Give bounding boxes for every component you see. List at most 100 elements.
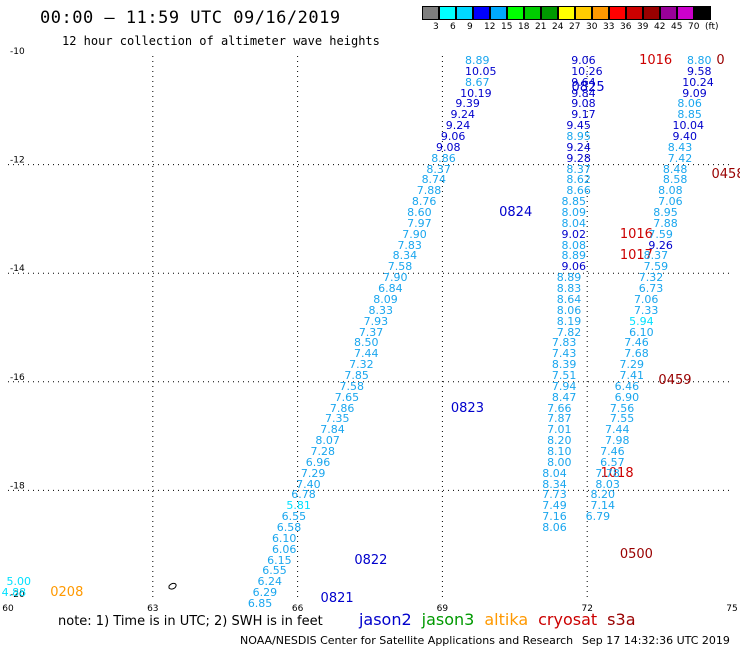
- x-tick-label: 63: [147, 604, 158, 614]
- wave-height-label: 9.28: [566, 151, 591, 165]
- wave-height-label: 10.24: [682, 75, 714, 89]
- wave-height-label: 9.17: [571, 108, 596, 122]
- wave-height-label: 8.34: [392, 249, 418, 263]
- wave-height-label: 8.95: [566, 130, 591, 144]
- colorbar-label: 18: [518, 22, 530, 32]
- wave-height-label: 7.59: [648, 227, 673, 241]
- colorbar-label: 3: [433, 22, 439, 32]
- pass-time-label: 0: [716, 53, 725, 68]
- y-tick-label: -20: [10, 590, 25, 600]
- x-tick-label: 69: [437, 604, 449, 614]
- colorbar-swatch: [643, 6, 660, 20]
- legend-s3a: s3a: [607, 610, 636, 629]
- pass-time-label: 1018: [600, 465, 634, 481]
- chart-subtitle: 12 hour collection of altimeter wave hei…: [62, 34, 380, 48]
- colorbar-label: 27: [569, 22, 581, 32]
- wave-height-label: 8.89: [465, 54, 490, 67]
- wave-height-label: 7.28: [310, 444, 336, 458]
- wave-height-label: 8.03: [595, 477, 620, 491]
- wave-height-label: 6.55: [281, 510, 307, 524]
- pass-time-label: 0822: [354, 552, 388, 568]
- wave-height-label: 6.24: [257, 575, 282, 589]
- wave-height-label: 8.04: [542, 466, 567, 480]
- x-tick-label: 75: [726, 604, 737, 614]
- colorbar-label: 12: [484, 22, 496, 32]
- wave-height-label: 7.83: [551, 336, 577, 350]
- wave-height-label: 8.39: [551, 358, 577, 372]
- colorbar-swatch: [490, 6, 507, 20]
- wave-height-label: 7.78: [595, 466, 620, 480]
- wave-height-label: 10.05: [465, 64, 497, 78]
- wave-height-label: 9.09: [682, 86, 707, 100]
- wave-height-label: 6.85: [247, 597, 273, 610]
- colorbar-swatch: [422, 6, 439, 20]
- colorbar-swatch: [575, 6, 592, 20]
- wave-height-label: 7.06: [633, 292, 659, 306]
- wave-height-label: 8.83: [556, 282, 582, 296]
- colorbar-label: 70: [688, 22, 700, 32]
- wave-height-label: 8.06: [542, 520, 567, 534]
- wave-height-label: 9.24: [445, 119, 471, 133]
- wave-height-label: 7.58: [339, 379, 365, 393]
- timestamp-text: Sep 17 14:32:36 UTC 2019: [582, 634, 730, 647]
- wave-height-label: 6.15: [267, 553, 292, 567]
- legend-jason3: jason3: [421, 610, 475, 629]
- colorbar-swatch: [626, 6, 643, 20]
- wave-height-label: 8.06: [556, 303, 582, 317]
- pass-time-label: 0459: [658, 373, 692, 389]
- x-tick-label: 66: [292, 604, 304, 614]
- wave-height-label: 8.60: [407, 206, 432, 220]
- wave-height-label: 8.58: [662, 173, 688, 187]
- wave-height-label: 7.93: [363, 314, 389, 328]
- wave-height-label: 7.65: [334, 390, 360, 404]
- wave-height-label: 9.40: [672, 130, 698, 144]
- wave-height-label: 6.96: [305, 455, 331, 469]
- wave-height-label: 7.14: [590, 499, 616, 513]
- colorbar-swatch: [609, 6, 626, 20]
- wave-height-label: 7.32: [349, 358, 374, 372]
- wave-height-label: 9.08: [436, 140, 461, 154]
- wave-height-label: 9.06: [561, 260, 587, 274]
- wave-height-label: 8.76: [411, 195, 437, 209]
- wave-height-label: 8.48: [662, 162, 688, 176]
- wave-height-label: 9.64: [571, 75, 596, 89]
- wave-height-label: 8.07: [315, 434, 340, 448]
- wave-height-label: 8.86: [431, 151, 456, 165]
- wave-height-label: 8.62: [566, 173, 591, 187]
- island-shape: [168, 582, 177, 590]
- wave-height-label: 8.20: [590, 488, 616, 502]
- y-tick-label: -12: [10, 156, 25, 166]
- wave-height-label: 7.88: [653, 216, 678, 230]
- credit-text: NOAA/NESDIS Center for Satellite Applica…: [240, 634, 574, 647]
- wave-height-label: 7.56: [609, 401, 635, 415]
- wave-height-label: 7.58: [387, 260, 413, 274]
- wave-height-label: 8.64: [556, 292, 582, 306]
- wave-height-label: 7.49: [542, 499, 567, 513]
- pass-time-label: 1016: [619, 226, 653, 242]
- colorbar-swatch: [592, 6, 609, 20]
- wave-height-label: 7.44: [604, 423, 630, 437]
- wave-height-label: 8.85: [677, 108, 702, 122]
- wave-height-label: 7.85: [344, 368, 369, 382]
- wave-height-label: 5.81: [286, 499, 311, 513]
- wave-height-label: 7.44: [354, 347, 379, 361]
- wave-height-label: 7.83: [397, 238, 422, 252]
- wave-height-label: 6.84: [378, 282, 403, 296]
- wave-height-label: 7.88: [416, 184, 442, 198]
- wave-height-label: 7.32: [638, 271, 664, 285]
- wave-height-label: 7.87: [547, 412, 572, 426]
- wave-height-label: 10.04: [672, 119, 705, 133]
- pass-time-label: 1016: [639, 53, 673, 68]
- colorbar-label: 33: [603, 22, 615, 32]
- wave-height-label: 8.37: [643, 249, 669, 263]
- wave-height-label: 9.08: [571, 97, 596, 111]
- wave-height-label: 8.89: [556, 271, 582, 285]
- wave-height-label: 8.08: [561, 238, 587, 252]
- wave-height-label: 7.68: [624, 347, 649, 361]
- wave-height-label: 8.00: [547, 455, 572, 469]
- wave-height-label: 9.24: [566, 140, 591, 154]
- pass-time-label: 0824: [499, 205, 533, 221]
- wave-height-label: 6.10: [629, 325, 654, 339]
- wave-height-label: 8.37: [426, 162, 451, 176]
- wave-height-label: 6.57: [600, 455, 625, 469]
